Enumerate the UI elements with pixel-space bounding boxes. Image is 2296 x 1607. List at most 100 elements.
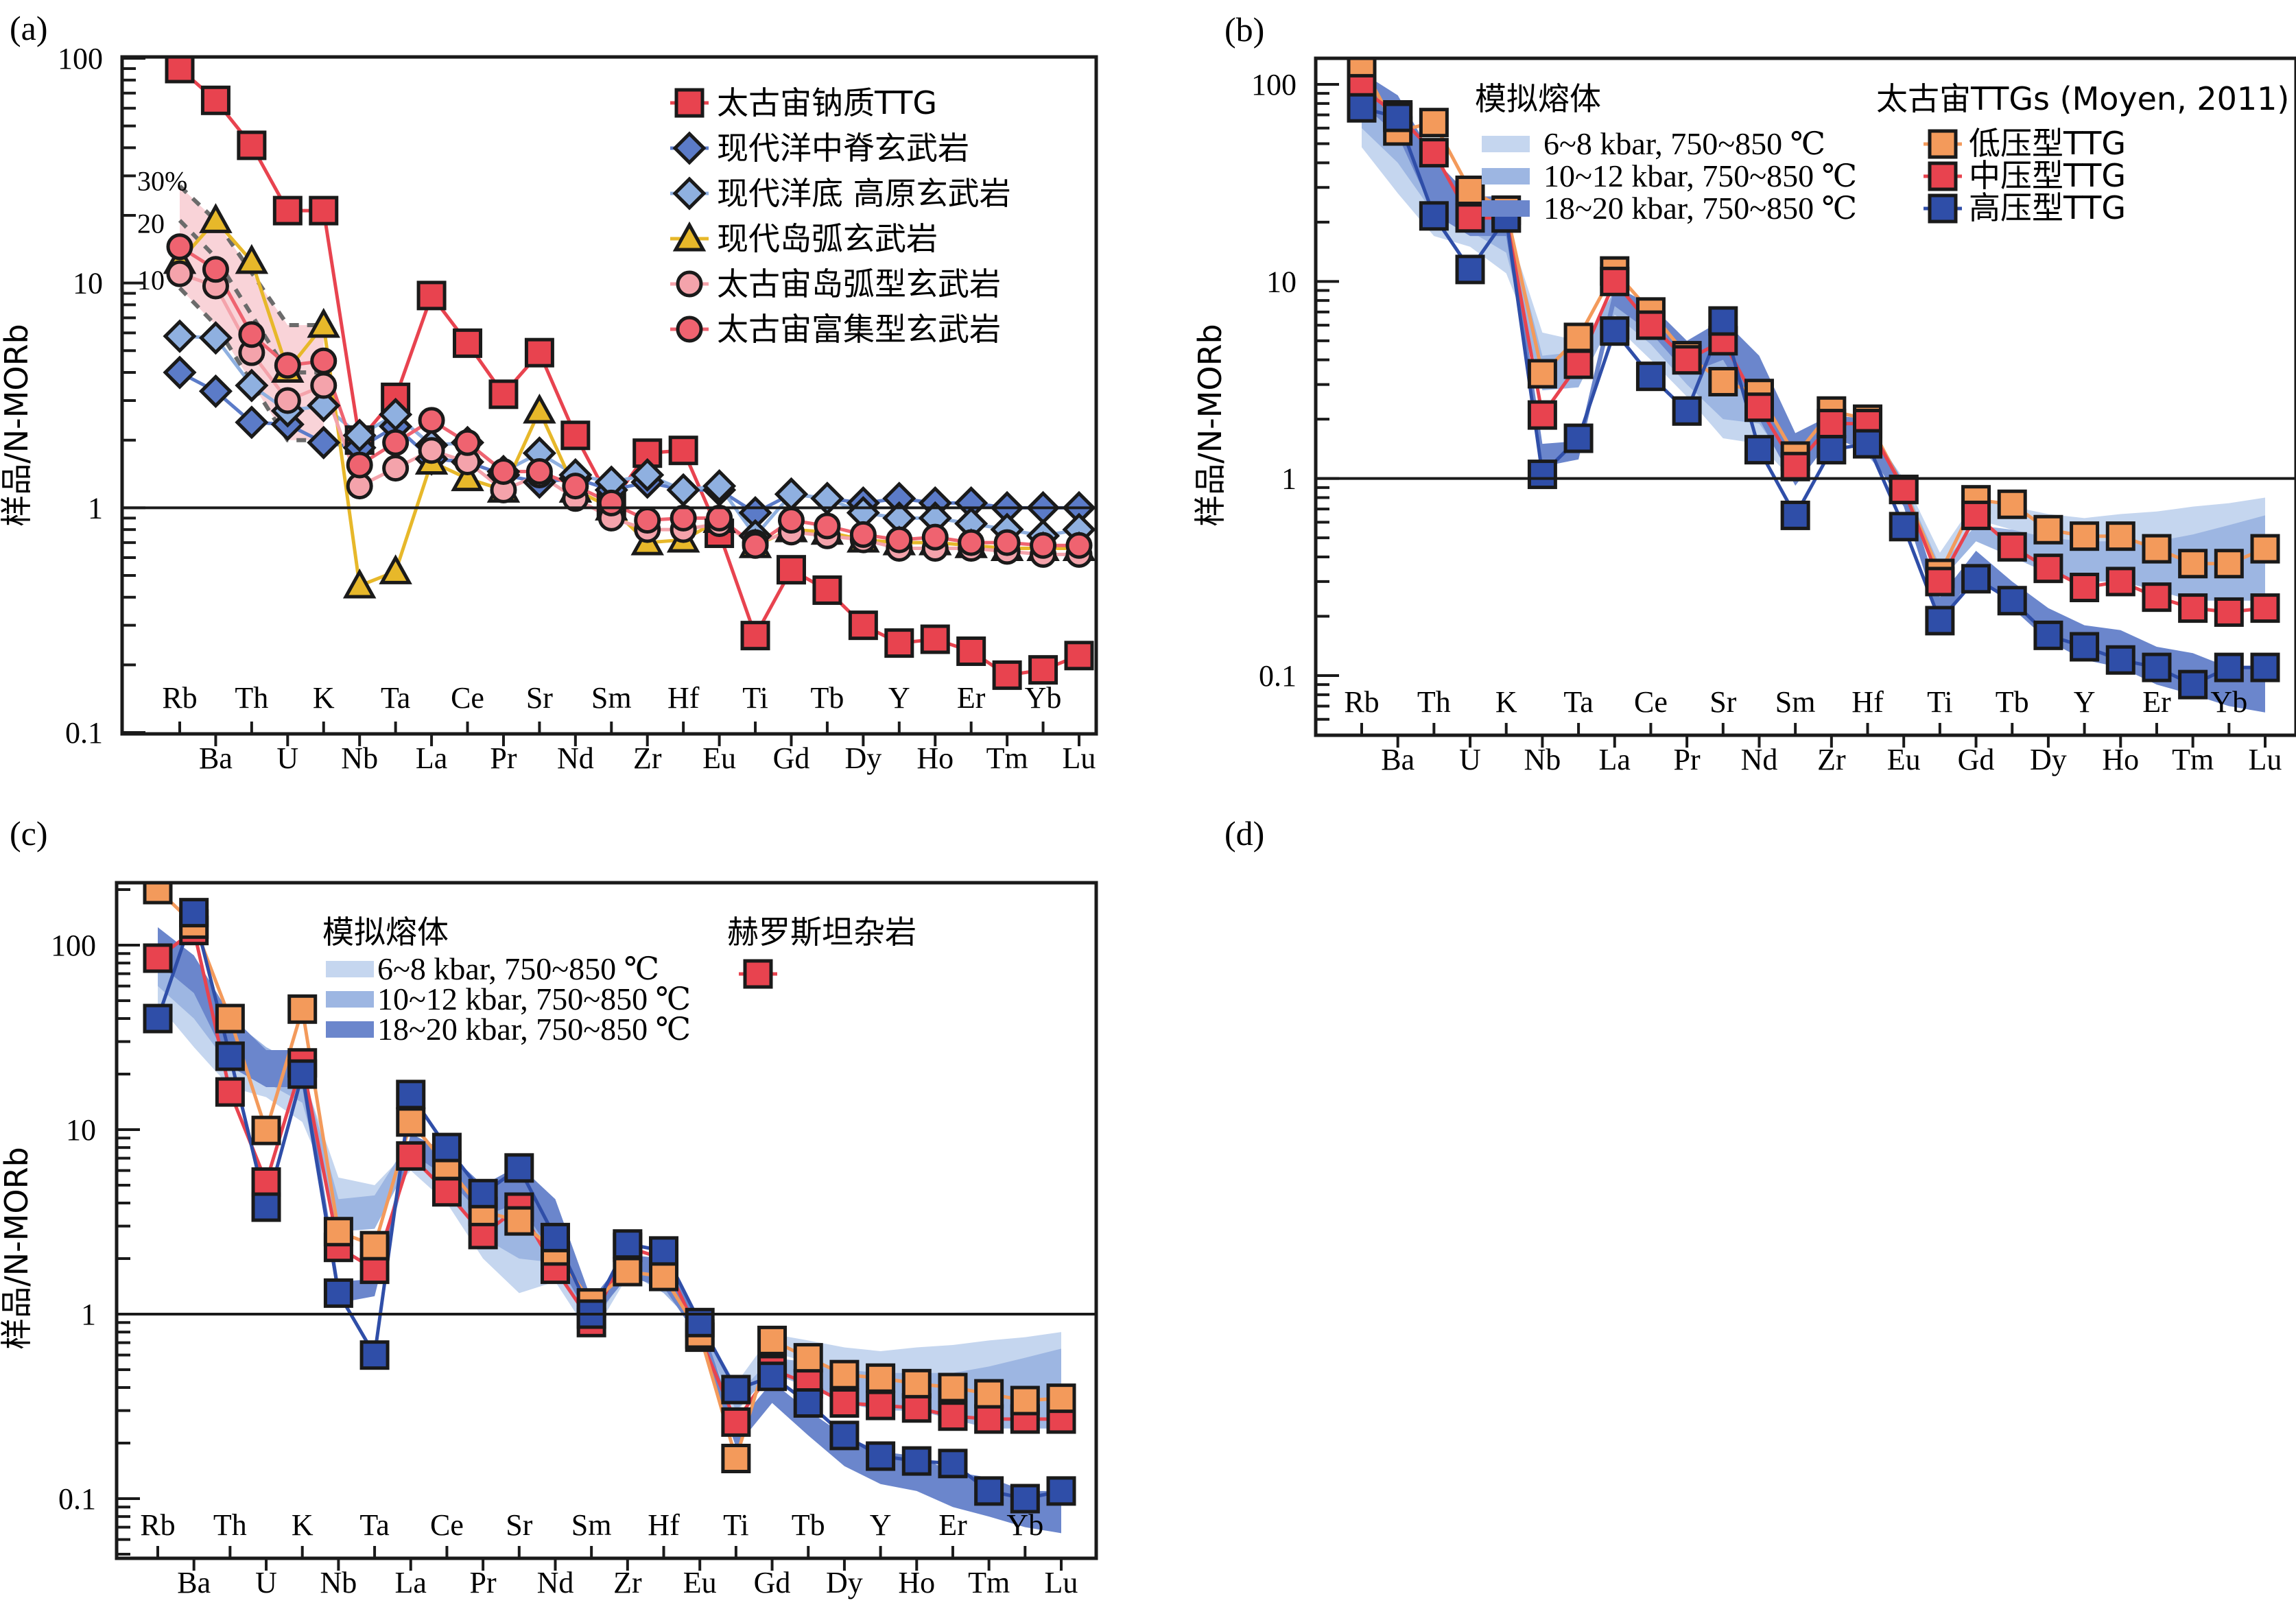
data-point (2070, 573, 2100, 603)
data-point (560, 420, 591, 451)
x-tick-label: La (1599, 743, 1631, 776)
x-tick-label: Pr (1674, 743, 1701, 776)
data-point (2214, 549, 2244, 579)
data-point (1672, 345, 1702, 375)
x-tick-label: Rb (1344, 685, 1379, 719)
legend-label: 高压型TTG (1969, 189, 2126, 226)
data-point (1780, 500, 1810, 530)
data-point (143, 883, 173, 905)
data-point (1816, 435, 1847, 465)
data-point (396, 1080, 426, 1110)
melting-percent-label: 10 (137, 265, 165, 296)
data-point (1419, 108, 1449, 138)
data-point (793, 1343, 823, 1373)
data-point (2105, 521, 2135, 551)
data-point (613, 1257, 643, 1287)
data-point (2105, 645, 2135, 675)
x-tick-label: Er (938, 1508, 967, 1542)
data-point (468, 1178, 498, 1209)
data-point (431, 1177, 462, 1207)
x-tick-label: Tm (986, 741, 1028, 775)
data-point (198, 321, 233, 355)
legend-title: 模拟熔体 (1475, 80, 1601, 117)
x-tick-label: Zr (633, 741, 662, 775)
data-point (668, 436, 698, 466)
x-tick-label: Er (2142, 685, 2171, 719)
data-point (143, 1003, 173, 1034)
x-tick-label: Nd (557, 741, 594, 775)
data-point (1046, 1476, 1076, 1506)
data-point (1925, 606, 1955, 636)
data-point (2142, 652, 2172, 682)
data-point (1961, 564, 1991, 594)
data-point (215, 1003, 245, 1034)
legend-title: 赫罗斯坦杂岩 (727, 914, 916, 951)
data-point (342, 568, 377, 599)
data-point (866, 1441, 896, 1471)
x-tick-label: Eu (702, 741, 736, 775)
data-point (1997, 532, 2027, 562)
data-point (1635, 361, 1666, 392)
data-point (956, 636, 986, 666)
x-tick-label: Ti (723, 1508, 749, 1542)
legend-label: 10~12 kbar, 750~850 ℃ (377, 981, 691, 1016)
data-point (274, 387, 301, 414)
data-point (829, 1420, 860, 1451)
data-point (359, 1230, 390, 1261)
data-point (2070, 632, 2100, 662)
legend-title: 模拟熔体 (322, 914, 449, 951)
data-point (143, 943, 173, 973)
legend-label: 6~8 kbar, 750~850 ℃ (1543, 126, 1825, 161)
data-point (165, 57, 195, 84)
x-tick-label: Ce (1634, 685, 1668, 719)
data-point (1997, 586, 2027, 616)
data-point (396, 1107, 426, 1137)
x-tick-label: Rb (140, 1508, 175, 1542)
x-tick-label: Th (235, 681, 268, 715)
data-point (287, 994, 318, 1024)
plot-frame (1314, 56, 2296, 737)
legend-marker (672, 176, 707, 211)
x-tick-label: Dy (2030, 743, 2067, 776)
x-tick-label: U (276, 741, 298, 775)
x-tick-label: Th (1417, 685, 1451, 719)
data-point (237, 130, 267, 160)
data-point (721, 1407, 751, 1437)
data-point (524, 337, 554, 368)
data-point (866, 1363, 896, 1393)
data-point (1889, 475, 1919, 505)
legend-swatch (326, 1021, 374, 1038)
x-tick-label: Ho (898, 1566, 935, 1599)
data-point (812, 575, 842, 605)
x-tick-label: Hf (1851, 685, 1884, 719)
x-tick-label: Nd (1741, 743, 1778, 776)
x-tick-label: Tb (1996, 685, 2029, 719)
x-tick-label: Ta (381, 681, 410, 715)
data-point (287, 1059, 318, 1089)
data-point (382, 429, 410, 456)
data-point (1419, 201, 1449, 231)
data-point (2214, 652, 2244, 682)
x-tick-label: Sr (526, 681, 553, 715)
data-point (396, 1141, 426, 1171)
data-point (1527, 359, 1557, 389)
data-point (342, 418, 377, 453)
legend-marker (672, 131, 707, 165)
data-point (848, 610, 878, 641)
data-point (490, 457, 517, 485)
x-tick-label: Sm (571, 1508, 612, 1542)
x-tick-label: Dy (844, 741, 881, 775)
data-point (1997, 489, 2027, 519)
data-point (454, 429, 482, 456)
data-point (1455, 175, 1485, 205)
melt-band (158, 945, 1061, 1429)
data-point (251, 1115, 281, 1145)
data-point (562, 473, 589, 500)
data-point (597, 489, 625, 516)
data-point (431, 1132, 462, 1163)
data-point (179, 898, 209, 928)
data-point (2033, 514, 2063, 545)
